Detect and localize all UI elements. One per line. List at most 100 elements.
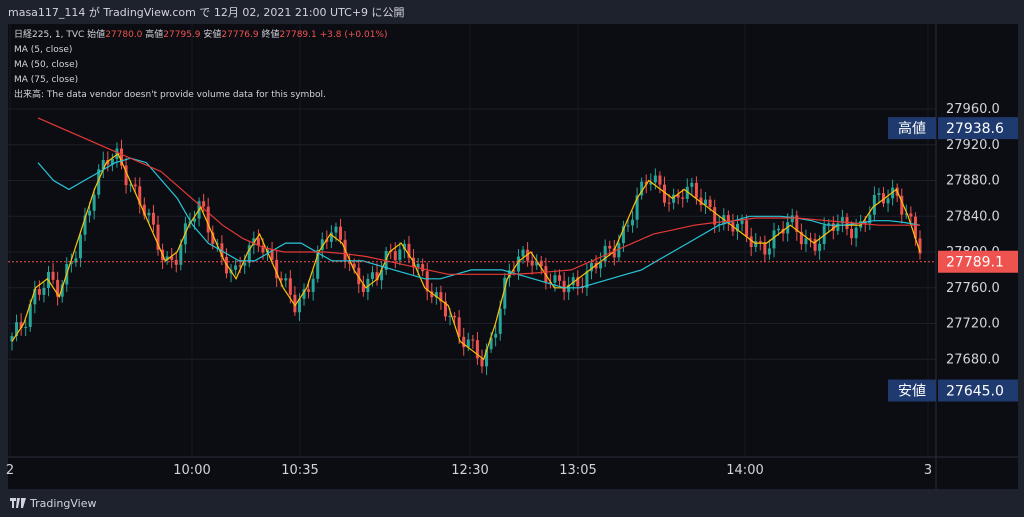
tradingview-brand[interactable]: TradingView (10, 497, 96, 510)
candle-body (334, 226, 338, 233)
brand-label: TradingView (30, 497, 97, 510)
candle-body (644, 181, 648, 185)
candle-body (672, 194, 676, 203)
candle-body (599, 261, 603, 269)
candle-body (612, 248, 616, 258)
open-label: 始値 (87, 30, 106, 40)
candle-body (713, 207, 717, 225)
candle-body (42, 287, 46, 295)
candle-body (503, 277, 507, 309)
candle-body (202, 201, 206, 207)
time-axis: 2 10:00 10:35 12:30 13:05 14:00 3 (6, 463, 932, 478)
candle-body (603, 245, 607, 262)
time-tick-label: 14:00 (726, 463, 763, 478)
candle-body (170, 256, 174, 260)
ma-line-50 (37, 157, 921, 289)
candle-body (28, 304, 32, 327)
candle-body (763, 242, 767, 255)
candle-body (270, 249, 274, 260)
candle-body (690, 182, 694, 187)
candle-body (151, 212, 155, 225)
candle-body (51, 271, 55, 280)
candle-body (69, 262, 73, 265)
candle-body (147, 212, 151, 216)
time-tick-label: 12:30 (451, 463, 488, 478)
candle-body (745, 220, 749, 237)
candle-body (681, 197, 685, 199)
candle-body (284, 278, 288, 281)
candle-body (15, 322, 19, 337)
candle-body (708, 199, 712, 208)
candle-body (589, 263, 593, 272)
candle-body (311, 278, 315, 292)
candle-body (475, 340, 479, 359)
candle-body (124, 165, 128, 186)
candle-body (521, 249, 525, 257)
candle-body (772, 230, 776, 249)
price-tick-label: 27680.0 (946, 352, 1000, 367)
footer: TradingView (0, 489, 1024, 517)
candle-body (754, 241, 758, 248)
candle-body (658, 175, 662, 185)
candle-body (56, 279, 60, 297)
candle-body (380, 269, 384, 281)
candle-body (247, 245, 251, 263)
ma-line-5 (11, 152, 921, 361)
candle-body (60, 284, 64, 297)
candle-body (320, 239, 324, 250)
candle-body (859, 221, 863, 228)
candle-body (740, 220, 744, 224)
candle-body (827, 223, 831, 226)
high-label: 高値 (145, 30, 164, 40)
candle-body (530, 260, 534, 266)
candle-body (220, 243, 224, 257)
tradingview-logo-icon (10, 498, 26, 508)
candle-body (699, 197, 703, 206)
high-tag-label: 高値 (898, 120, 926, 137)
price-tick-label: 27840.0 (946, 209, 1000, 224)
low-label: 安値 (203, 30, 222, 40)
candle-body (831, 223, 835, 231)
volume-label: 出来高: (14, 90, 45, 100)
candle-body (535, 260, 539, 266)
candle-body (608, 245, 612, 249)
low-tag-value: 27645.0 (946, 384, 1004, 400)
candle-body (904, 213, 908, 215)
symbol-name[interactable]: 日経225, 1, TVC (14, 30, 85, 40)
legend-ohlc: 日経225, 1, TVC 始値27780.0 高値27795.9 安値2777… (14, 28, 387, 43)
candle-body (585, 271, 589, 289)
price-chart[interactable]: 27960.027920.027880.027840.027800.027760… (0, 0, 1024, 489)
price-tags: 高値 27938.6 27789.1 安値 27645.0 (888, 117, 1018, 402)
candle-body (357, 267, 361, 285)
candle-body (799, 231, 803, 245)
legend-ma50[interactable]: MA (50, close) (14, 60, 79, 70)
legend-ma75[interactable]: MA (75, close) (14, 75, 79, 85)
candle-body (188, 221, 192, 224)
candle-body (393, 251, 397, 261)
candle-body (804, 238, 808, 245)
change-value: +3.8 (+0.01%) (319, 30, 388, 40)
candle-body (234, 265, 238, 270)
candle-body (120, 148, 124, 166)
candle-body (174, 259, 178, 265)
candle-body (448, 315, 452, 317)
candle-body (142, 204, 146, 216)
candle-body (489, 337, 493, 350)
candle-body (179, 244, 183, 265)
candle-body (416, 264, 420, 268)
candle-body (138, 186, 142, 205)
high-tag-label-box (888, 117, 936, 140)
legend-ma5[interactable]: MA (5, close) (14, 45, 73, 55)
low-value: 27776.9 (221, 30, 259, 40)
candle-body (74, 258, 78, 263)
candle-body (735, 223, 739, 232)
low-tag-label-box (888, 379, 936, 402)
candle-body (494, 333, 498, 338)
candle-body (430, 291, 434, 298)
candle-body (845, 217, 849, 229)
candle-body (836, 223, 840, 231)
candle-body (918, 238, 922, 254)
candle-body (913, 216, 917, 239)
candlesticks (10, 139, 922, 376)
